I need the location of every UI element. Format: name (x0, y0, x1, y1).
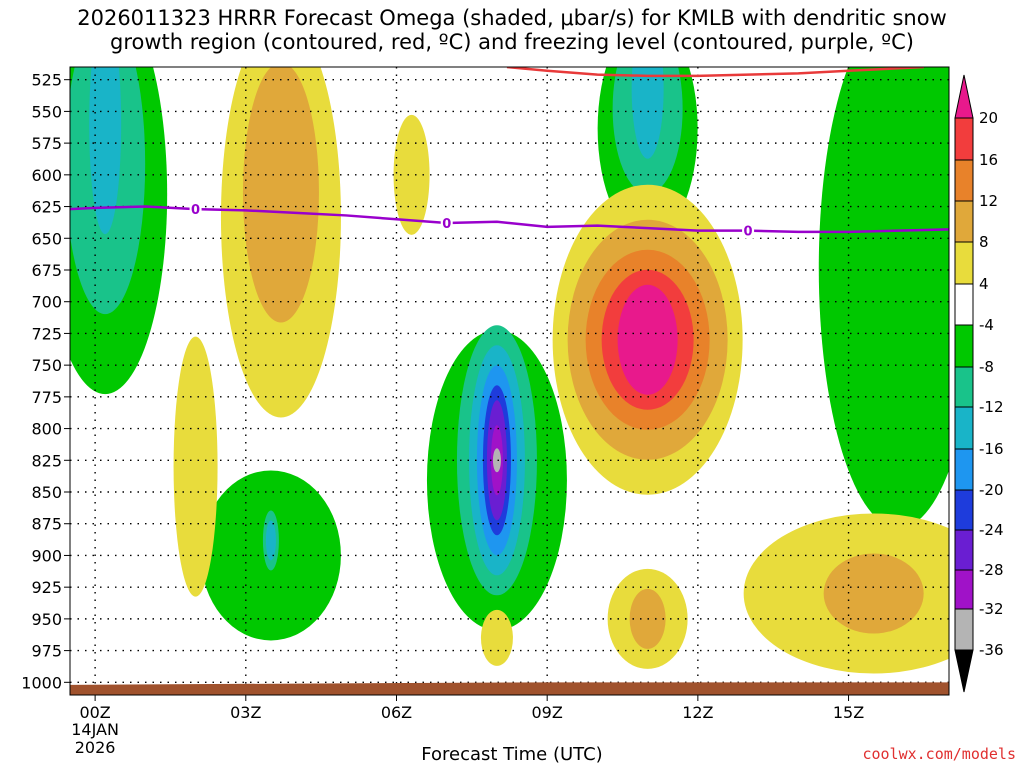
freezing-level-label-bg (189, 201, 202, 218)
omega-contour--32 (492, 448, 501, 473)
x-tick-label: 03Z (230, 703, 261, 722)
colorbar-bin (954, 366, 974, 408)
freezing-level-label-bg (742, 222, 755, 239)
omega-feature-negative-6 (426, 325, 567, 631)
colorbar-bin (954, 448, 974, 491)
ground-surface (70, 682, 949, 695)
omega-contour-20 (617, 284, 678, 395)
colorbar-bin (954, 489, 974, 531)
freezing-level-label: 0 (442, 217, 451, 232)
colorbar-label: -28 (979, 561, 1004, 579)
colorbar-bin (954, 324, 974, 368)
omega-feature-negative-0 (70, 67, 168, 395)
omega-contour--12 (89, 67, 122, 235)
x-tick-year-label: 2026 (75, 738, 116, 757)
colorbar-label: 8 (979, 233, 989, 251)
omega-contour-4 (173, 336, 218, 597)
y-tick-label: 575 (31, 134, 62, 153)
colorbar-top-arrow (954, 74, 974, 119)
freezing-level-label-bg (440, 215, 453, 232)
chart-title-line2: growth region (contoured, red, ºC) and f… (110, 30, 914, 54)
colorbar-bin (954, 529, 974, 571)
colorbar-label: 12 (979, 192, 998, 210)
colorbar-bin (954, 608, 974, 651)
colorbar-label: -8 (979, 358, 994, 376)
freezing-level-label: 0 (744, 225, 753, 240)
y-tick-label: 850 (31, 483, 62, 502)
colorbar-bin (954, 200, 974, 243)
omega-contour-4 (480, 609, 513, 666)
chart-title-line1: 2026011323 HRRR Forecast Omega (shaded, … (77, 6, 947, 30)
y-tick-label: 975 (31, 642, 62, 661)
freezing-level-label: 0 (191, 203, 200, 218)
colorbar-bin (954, 117, 974, 161)
omega-feature-positive-4 (393, 114, 430, 235)
y-tick-label: 650 (31, 229, 62, 248)
y-tick-label: 725 (31, 324, 62, 343)
omega-feature-positive-10 (173, 336, 218, 597)
y-tick-label: 800 (31, 420, 62, 439)
x-tick-date-label: 14JAN (71, 720, 119, 739)
omega-feature-positive-8 (743, 513, 949, 674)
colorbar-bottom-arrow (954, 649, 974, 693)
x-tick-label: 15Z (833, 703, 864, 722)
colorbar-bin (954, 159, 974, 202)
y-tick-label: 825 (31, 451, 62, 470)
colorbar-label: -24 (979, 521, 1004, 539)
omega-contour--12 (265, 520, 276, 561)
colorbar-label: -36 (979, 641, 1004, 659)
y-tick-label: 1000 (21, 673, 62, 692)
omega-feature-positive-3 (220, 67, 341, 418)
colorbar-bin (954, 569, 974, 610)
omega-contour--4 (818, 67, 949, 529)
y-tick-label: 600 (31, 166, 62, 185)
omega-contour--12 (631, 67, 664, 159)
y-tick-label: 625 (31, 198, 62, 217)
plot-frame (69, 66, 950, 696)
x-tick-label: 09Z (532, 703, 563, 722)
omega-feature-positive-11 (480, 609, 513, 666)
y-tick-label: 525 (31, 71, 62, 90)
omega-contour-4 (393, 114, 430, 235)
x-tick-label: 00Z (79, 703, 110, 722)
freezing-level-line (70, 205, 949, 234)
colorbar-bin (954, 406, 974, 450)
colorbar-label: -20 (979, 481, 1004, 499)
colorbar-label: 20 (979, 109, 998, 127)
colorbar-bin (954, 241, 974, 285)
y-tick-label: 750 (31, 356, 62, 375)
colorbar-label: -12 (979, 398, 1004, 416)
y-tick-label: 675 (31, 261, 62, 280)
colorbar-label: 4 (979, 275, 989, 293)
omega-feature-negative-2 (818, 67, 949, 529)
x-tick-label: 06Z (381, 703, 412, 722)
colorbar-label: 16 (979, 151, 998, 169)
dgz-contour-line (506, 67, 924, 78)
y-tick-label: 950 (31, 610, 62, 629)
credit-link[interactable]: coolwx.com/models (862, 745, 1016, 763)
y-tick-label: 775 (31, 388, 62, 407)
x-tick-label: 12Z (682, 703, 713, 722)
x-axis-label: Forecast Time (UTC) (421, 744, 603, 765)
y-tick-label: 700 (31, 293, 62, 312)
y-tick-label: 900 (31, 546, 62, 565)
colorbar-label: -4 (979, 316, 994, 334)
omega-feature-negative-7 (200, 470, 341, 641)
colorbar-label: -16 (979, 440, 1004, 458)
omega-contour-8 (823, 553, 924, 634)
omega-contour-8 (242, 67, 319, 323)
colorbar-bin (954, 283, 974, 326)
chart-title: 2026011323 HRRR Forecast Omega (shaded, … (0, 6, 1024, 54)
omega-feature-positive-5 (552, 184, 743, 495)
y-tick-label: 925 (31, 578, 62, 597)
y-tick-label: 550 (31, 102, 62, 121)
y-tick-label: 875 (31, 515, 62, 534)
colorbar-label: -32 (979, 600, 1004, 618)
